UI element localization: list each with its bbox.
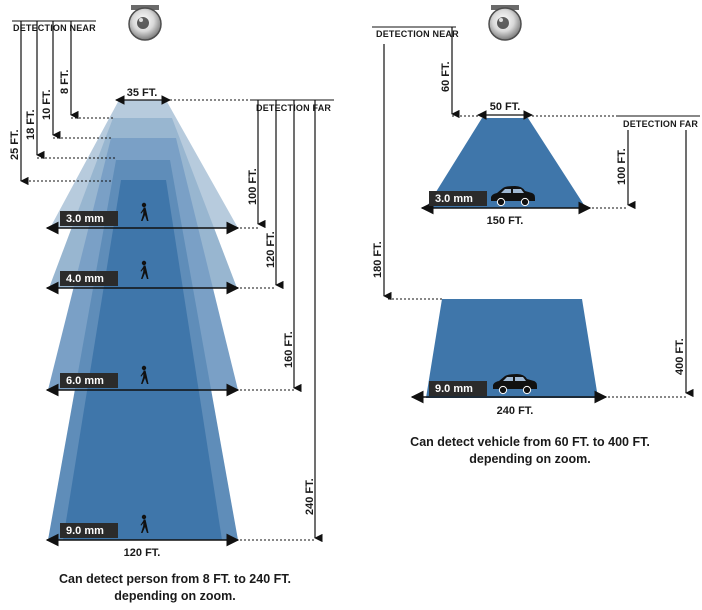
lens-chip-6mm: 6.0 mm <box>60 373 118 388</box>
vehicle-beam-3mm <box>426 118 586 208</box>
near-distance-25: 25 FT. <box>9 129 21 160</box>
right-panel: DETECTION NEAR 60 FT. 180 FT. 50 FT. DET… <box>372 5 700 417</box>
svg-text:4.0 mm: 4.0 mm <box>66 273 104 285</box>
beam-core <box>63 180 222 540</box>
caption-line-1: Can detect vehicle from 60 FT. to 400 FT… <box>410 435 650 449</box>
left-panel: 35 FT. DETECTION NEAR 25 FT. 18 FT. 10 F… <box>9 5 334 559</box>
svg-text:9.0 mm: 9.0 mm <box>66 525 104 537</box>
svg-text:9.0 mm: 9.0 mm <box>435 383 473 395</box>
detection-near-label-right: DETECTION NEAR <box>376 29 459 39</box>
dome-camera-icon <box>128 5 162 41</box>
detection-near-label: DETECTION NEAR <box>13 23 96 33</box>
top-width-small: 50 FT. <box>490 101 521 113</box>
far-distance-120: 120 FT. <box>265 231 277 268</box>
near-distance-10: 10 FT. <box>41 89 53 120</box>
vehicle-beam-9mm <box>426 299 598 398</box>
lens-chip-3mm: 3.0 mm <box>60 211 118 226</box>
bottom-width-small: 150 FT. <box>487 215 524 227</box>
caption-line-1: Can detect person from 8 FT. to 240 FT. <box>59 572 291 586</box>
svg-text:6.0 mm: 6.0 mm <box>66 375 104 387</box>
near-distance-60: 60 FT. <box>440 61 452 92</box>
near-distance-arrows <box>20 21 116 186</box>
near-distance-8: 8 FT. <box>59 70 71 94</box>
lens-chip-9mm: 9.0 mm <box>60 523 118 538</box>
person-detection-caption: Can detect person from 8 FT. to 240 FT. … <box>5 571 345 605</box>
far-distance-100-right: 100 FT. <box>616 148 628 185</box>
vehicle-detection-caption: Can detect vehicle from 60 FT. to 400 FT… <box>360 434 700 468</box>
far-distance-400: 400 FT. <box>674 338 686 375</box>
far-distance-160: 160 FT. <box>283 331 295 368</box>
bottom-width-large: 240 FT. <box>497 405 534 417</box>
near-distance-180: 180 FT. <box>372 241 384 278</box>
lens-chip-9mm-right: 9.0 mm <box>429 381 487 396</box>
caption-line-2: depending on zoom. <box>114 589 236 603</box>
far-distance-240: 240 FT. <box>304 478 316 515</box>
bottom-width-label: 120 FT. <box>124 547 161 559</box>
detection-far-label-right: DETECTION FAR <box>623 119 698 129</box>
lens-chip-4mm: 4.0 mm <box>60 271 118 286</box>
top-width-label: 35 FT. <box>127 87 158 99</box>
svg-text:3.0 mm: 3.0 mm <box>66 213 104 225</box>
near-distance-18: 18 FT. <box>25 109 37 140</box>
svg-text:3.0 mm: 3.0 mm <box>435 193 473 205</box>
caption-line-2: depending on zoom. <box>469 452 591 466</box>
far-distance-arrows <box>236 100 323 543</box>
far-distance-100: 100 FT. <box>247 168 259 205</box>
dome-camera-icon <box>488 5 522 41</box>
lens-chip-3mm-right: 3.0 mm <box>429 191 487 206</box>
